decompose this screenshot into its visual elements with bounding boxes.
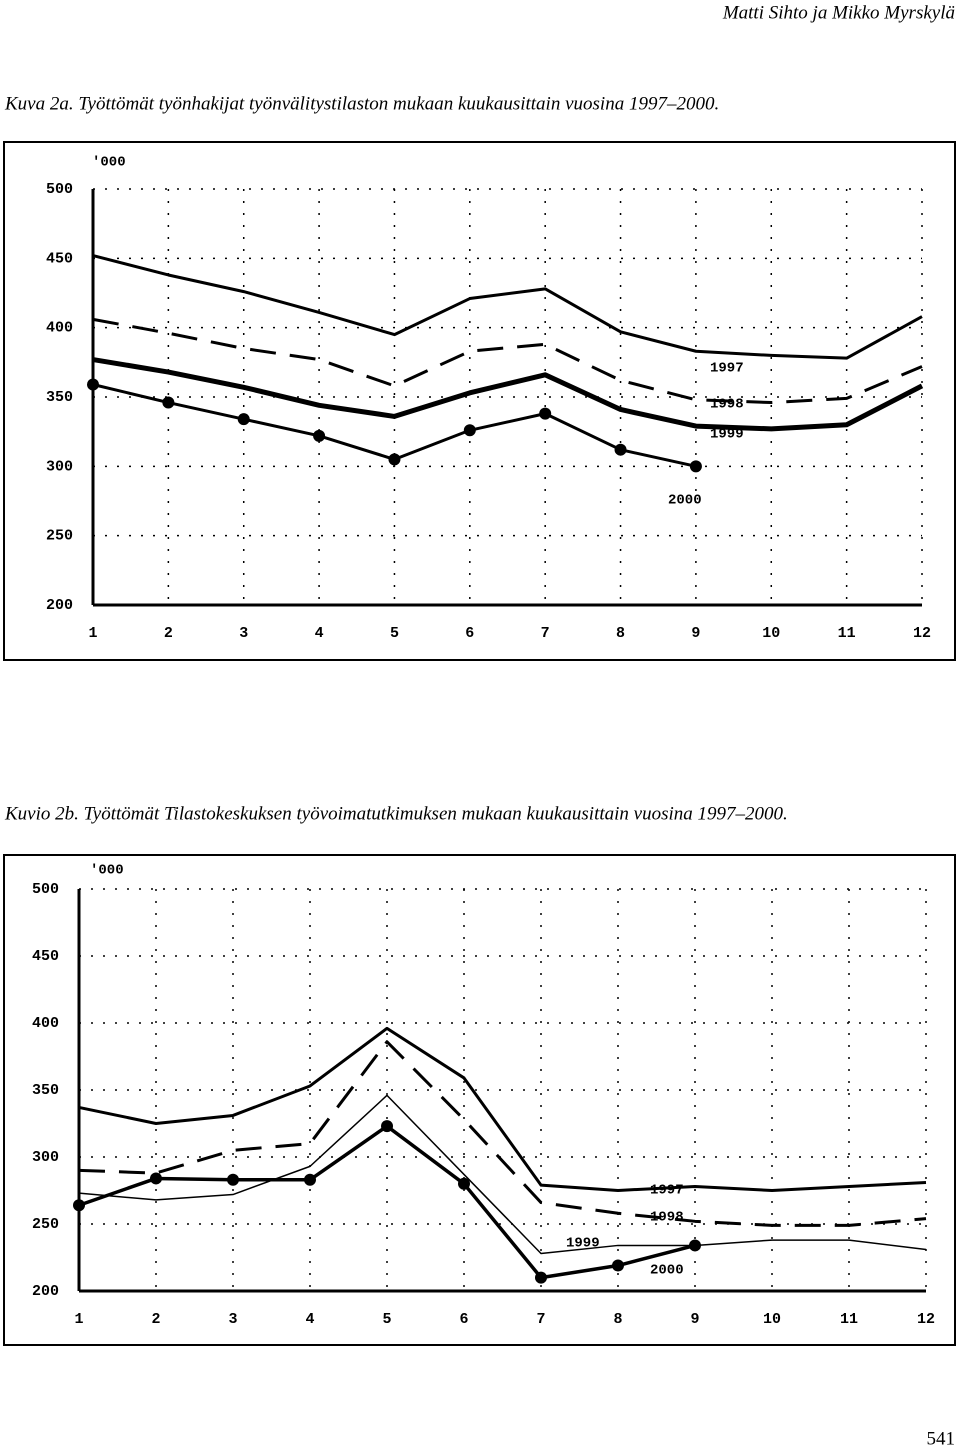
x-tick-label: 3 xyxy=(228,1311,237,1328)
y-tick-label: 300 xyxy=(46,458,73,475)
data-point xyxy=(458,1177,470,1190)
data-point xyxy=(689,460,702,473)
x-tick-label: 1 xyxy=(74,1311,83,1328)
series-label: 1999 xyxy=(710,427,744,443)
x-tick-label: 6 xyxy=(459,1311,468,1328)
data-point xyxy=(381,1120,393,1133)
series-line xyxy=(78,1026,927,1192)
data-point xyxy=(535,1271,547,1284)
data-point xyxy=(614,443,627,456)
x-tick-label: 5 xyxy=(390,625,399,642)
y-tick-label: 400 xyxy=(32,1015,59,1032)
data-point xyxy=(237,413,250,426)
y-tick-label: 500 xyxy=(32,881,59,898)
data-point xyxy=(304,1173,316,1186)
y-tick-label: 350 xyxy=(46,389,73,406)
series-label: 2000 xyxy=(668,493,702,509)
data-point xyxy=(73,1199,85,1212)
y-tick-label: 450 xyxy=(32,948,59,965)
x-tick-label: 7 xyxy=(536,1311,545,1328)
y-tick-label: 250 xyxy=(46,528,73,545)
y-tick-label: 200 xyxy=(32,1283,59,1300)
data-point xyxy=(313,429,326,442)
x-tick-label: 10 xyxy=(762,625,780,642)
x-tick-label: 10 xyxy=(763,1311,781,1328)
series-label: 1998 xyxy=(650,1210,684,1226)
x-tick-label: 2 xyxy=(164,625,173,642)
data-point xyxy=(689,1239,701,1252)
data-point xyxy=(162,396,175,409)
y-axis-label: '000 xyxy=(90,863,124,879)
x-tick-label: 7 xyxy=(541,625,550,642)
x-tick-label: 11 xyxy=(840,1311,858,1328)
data-point xyxy=(463,424,476,437)
series-label: 1999 xyxy=(566,1236,600,1252)
running-header: Matti Sihto ja Mikko Myrskylä xyxy=(722,2,955,23)
series-label: 2000 xyxy=(650,1263,684,1279)
x-tick-label: 6 xyxy=(465,625,474,642)
y-tick-label: 350 xyxy=(32,1082,59,1099)
data-point xyxy=(612,1259,624,1272)
x-tick-label: 11 xyxy=(838,625,856,642)
series-label: 1997 xyxy=(710,361,744,377)
x-tick-label: 8 xyxy=(616,625,625,642)
data-point xyxy=(539,407,552,420)
x-tick-label: 4 xyxy=(315,625,324,642)
y-tick-label: 400 xyxy=(46,320,73,337)
y-tick-label: 250 xyxy=(32,1216,59,1233)
x-tick-label: 3 xyxy=(239,625,248,642)
series-line xyxy=(78,1040,927,1227)
x-tick-label: 9 xyxy=(691,625,700,642)
data-point xyxy=(87,378,99,391)
y-tick-label: 500 xyxy=(46,181,73,198)
chart-frame xyxy=(3,854,956,1346)
data-point xyxy=(388,453,401,466)
y-tick-label: 450 xyxy=(46,250,73,267)
series-label: 1998 xyxy=(710,397,744,413)
series-line xyxy=(92,254,923,360)
x-tick-label: 12 xyxy=(913,625,931,642)
figure-caption: Kuvio 2b. Työttömät Tilastokeskuksen työ… xyxy=(4,803,788,824)
series-line xyxy=(92,357,924,432)
series-line xyxy=(78,1094,927,1255)
y-tick-label: 300 xyxy=(32,1149,59,1166)
series-label: 1997 xyxy=(650,1183,684,1199)
x-tick-label: 8 xyxy=(613,1311,622,1328)
x-tick-label: 9 xyxy=(690,1311,699,1328)
series-line xyxy=(92,317,923,405)
chart-frame xyxy=(3,141,956,661)
x-tick-label: 12 xyxy=(917,1311,935,1328)
x-tick-label: 4 xyxy=(305,1311,314,1328)
x-tick-label: 5 xyxy=(382,1311,391,1328)
x-tick-label: 2 xyxy=(151,1311,160,1328)
data-point xyxy=(227,1173,239,1186)
x-tick-label: 1 xyxy=(88,625,97,642)
data-point xyxy=(150,1172,162,1185)
figure-caption: Kuva 2a. Työttömät työnhakijat työnvälit… xyxy=(4,93,719,114)
page-number: 541 xyxy=(927,1428,956,1449)
y-tick-label: 200 xyxy=(46,597,73,614)
y-axis-label: '000 xyxy=(92,155,126,171)
